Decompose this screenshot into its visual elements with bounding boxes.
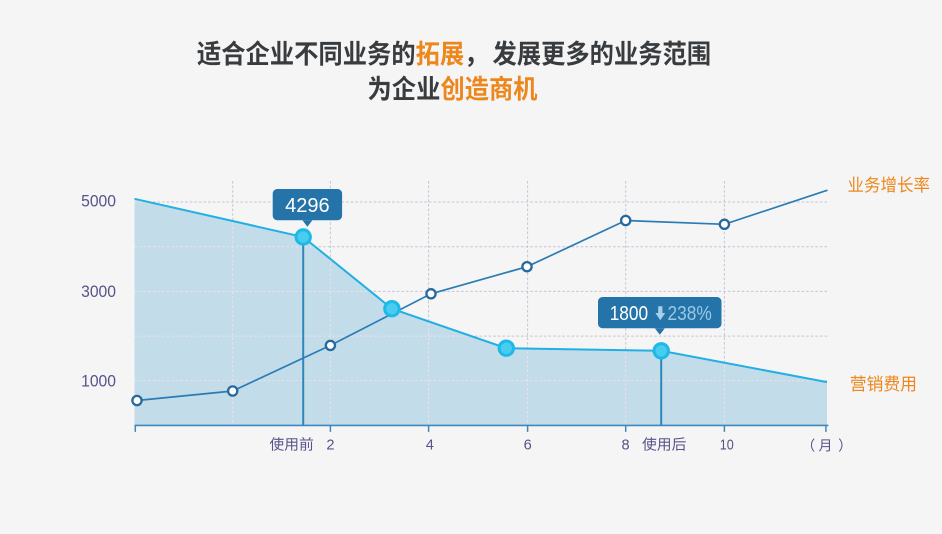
svg-text:1800: 1800: [610, 303, 648, 325]
svg-text:10: 10: [720, 437, 734, 453]
svg-text:4: 4: [426, 437, 434, 453]
svg-text:1000: 1000: [81, 372, 116, 391]
svg-text:8: 8: [622, 437, 630, 453]
svg-text:5000: 5000: [81, 192, 116, 211]
svg-text:3000: 3000: [81, 282, 116, 301]
svg-text:238%: 238%: [668, 303, 712, 325]
svg-text:6: 6: [524, 437, 532, 453]
svg-text:2: 2: [326, 437, 334, 453]
svg-text:4296: 4296: [285, 195, 330, 217]
